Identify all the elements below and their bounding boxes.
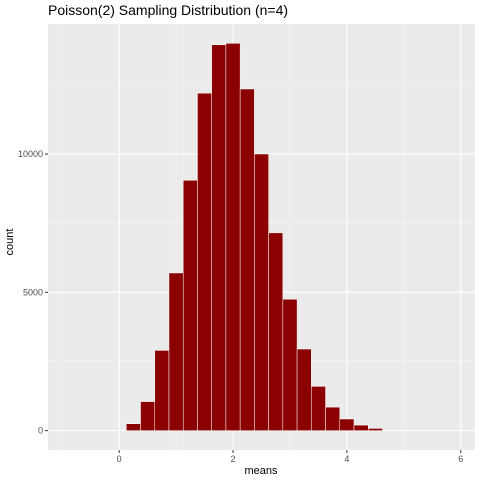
y-axis: 0 5000 10000 [18, 149, 48, 436]
histogram-bar [239, 88, 255, 431]
x-axis: 0 2 4 6 [117, 450, 463, 464]
x-tick-label: 6 [458, 454, 463, 464]
y-tick-label: 5000 [23, 287, 43, 297]
histogram-bar [325, 406, 341, 431]
histogram-bar [211, 44, 227, 431]
x-tick-label: 2 [231, 454, 236, 464]
histogram-bar [339, 418, 355, 431]
y-axis-label: count [4, 229, 16, 256]
histogram-bar [140, 401, 155, 431]
y-tick-label: 10000 [18, 149, 43, 159]
histogram-bar [154, 350, 170, 431]
histogram-bar [368, 428, 383, 431]
histogram-bars [126, 43, 383, 431]
histogram-bar [311, 386, 326, 431]
histogram-bar [197, 92, 212, 431]
histogram-bar [168, 272, 184, 431]
x-axis-label: means [244, 465, 278, 477]
histogram-bar [182, 180, 198, 431]
histogram-bar [126, 423, 141, 431]
y-tick-label: 0 [38, 426, 43, 436]
histogram-bar [296, 348, 312, 431]
x-tick-label: 4 [344, 454, 349, 464]
histogram-bar [268, 232, 284, 431]
histogram-bar [225, 43, 241, 431]
x-tick-label: 0 [117, 454, 122, 464]
chart-title: Poisson(2) Sampling Distribution (n=4) [48, 2, 288, 18]
histogram-bar [353, 424, 369, 431]
histogram-bar [282, 298, 298, 431]
histogram-bar [254, 153, 269, 431]
